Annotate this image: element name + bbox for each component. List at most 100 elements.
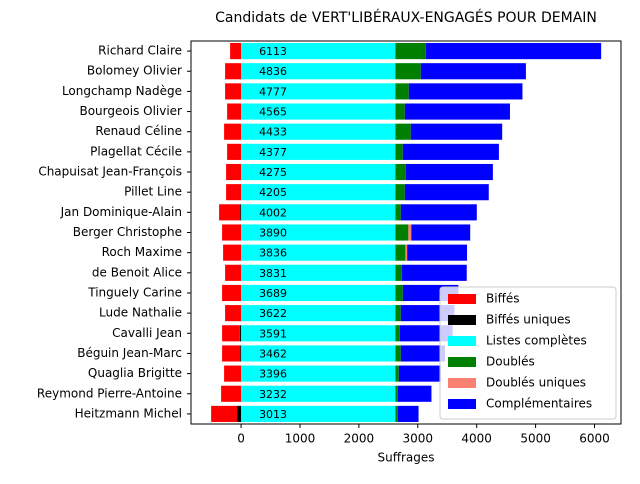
legend-swatch [448, 357, 476, 367]
bar-segment [239, 325, 242, 342]
legend-swatch [448, 294, 476, 304]
total-label: 6113 [259, 45, 287, 58]
legend-swatch [448, 378, 476, 388]
bar-segment [240, 204, 242, 221]
bar-segment [222, 345, 241, 362]
bar-segment [395, 305, 401, 322]
total-label: 3689 [259, 287, 287, 300]
bar-segment [226, 163, 242, 181]
x-tick-label: 2000 [344, 432, 375, 446]
legend-frame [439, 286, 617, 420]
total-label: 3831 [259, 267, 287, 280]
legend-label: Doublés uniques [486, 376, 586, 390]
bar-segment [241, 83, 396, 100]
total-label: 4777 [259, 85, 287, 98]
bar-segment [226, 184, 242, 201]
y-tick-label: Renaud Céline [95, 124, 182, 138]
bar-segment [221, 385, 242, 402]
bar-segment [225, 305, 242, 322]
bar-segment [241, 103, 396, 120]
bar-segment [407, 244, 468, 261]
bar-segment [405, 244, 408, 261]
bar-segment [241, 224, 396, 241]
bar-segment [241, 365, 396, 382]
bar-segment [395, 284, 403, 302]
bar-segment [395, 264, 402, 281]
bar-segment [404, 103, 510, 120]
y-tick-label: Plagellat Cécile [90, 144, 182, 158]
y-tick-label: Longchamp Nadège [62, 84, 182, 98]
bar-segment [395, 325, 400, 342]
y-tick-label: de Benoit Alice [92, 265, 182, 279]
bar-segment [241, 43, 396, 60]
total-label: 3462 [259, 347, 287, 360]
bar-segment [223, 244, 242, 261]
bar-segment [240, 345, 242, 362]
bar-segment [397, 385, 432, 402]
bar-segment [404, 184, 489, 201]
bar-segment [219, 204, 241, 221]
bar-segment [241, 284, 396, 302]
bar-segment [408, 224, 412, 241]
legend: Biffés Biffés uniques Listes complètes Doub… [439, 286, 617, 420]
bar-segment [241, 184, 396, 201]
bar-segment [224, 365, 242, 382]
total-label: 4433 [259, 126, 287, 139]
legend-swatch [448, 315, 476, 325]
bar-segment [241, 345, 396, 362]
chart-title: Candidats de VERT'LIBÉRAUX-ENGAGÉS POUR … [215, 9, 597, 26]
total-label: 3232 [259, 388, 287, 401]
bar-segment [241, 143, 396, 160]
total-label: 3836 [259, 247, 287, 260]
bar-segment [400, 345, 445, 362]
bar-segment [241, 385, 396, 402]
bar-segment [241, 325, 396, 342]
bar-segment [395, 385, 398, 402]
y-tick-label: Roch Maxime [102, 245, 182, 259]
bar-segment [241, 264, 396, 281]
bar-segment [398, 365, 442, 382]
y-tick-label: Richard Claire [98, 44, 182, 58]
bar-segment [395, 244, 406, 261]
bar-segment [399, 325, 453, 342]
y-tick-label: Quaglia Brigitte [88, 366, 182, 380]
bar-segment [225, 83, 242, 100]
bar-segment [227, 143, 242, 160]
bar-segment [224, 123, 242, 140]
bar-segment [225, 63, 242, 80]
bar-segment [395, 143, 403, 160]
bar-segment [395, 224, 409, 241]
bar-segment [395, 63, 421, 80]
total-label: 4377 [259, 146, 287, 159]
total-label: 4002 [259, 206, 287, 219]
bar-segment [395, 163, 406, 181]
bar-segment [397, 405, 419, 422]
bar-segment [211, 405, 238, 422]
y-tick-label: Bolomey Olivier [87, 64, 182, 78]
y-tick-label: Jan Dominique-Alain [60, 205, 182, 219]
total-label: 3396 [259, 368, 287, 381]
total-label: 3591 [259, 327, 287, 340]
bar-segment [230, 43, 242, 60]
y-tick-label: Pillet Line [124, 185, 182, 199]
bar-segment [410, 123, 503, 140]
bar-segment [227, 103, 242, 120]
bar-segment [395, 43, 426, 60]
x-tick-label: 4000 [461, 432, 492, 446]
y-tick-label: Tinguely Carine [87, 285, 182, 299]
bar-segment [395, 345, 401, 362]
bar-segment [222, 325, 240, 342]
bar-segment [400, 204, 477, 221]
bar-segment [225, 264, 242, 281]
x-tick-label: 0 [237, 432, 245, 446]
y-tick-label: Heitzmann Michel [75, 406, 182, 420]
total-label: 4836 [259, 65, 287, 78]
bar-segment [241, 405, 396, 422]
legend-label: Listes complètes [486, 334, 587, 348]
y-tick-label: Reymond Pierre-Antoine [37, 386, 182, 400]
bar-segment [420, 63, 526, 80]
legend-swatch [448, 399, 476, 409]
x-axis-label: Suffrages [377, 451, 434, 465]
bar-segment [395, 184, 405, 201]
